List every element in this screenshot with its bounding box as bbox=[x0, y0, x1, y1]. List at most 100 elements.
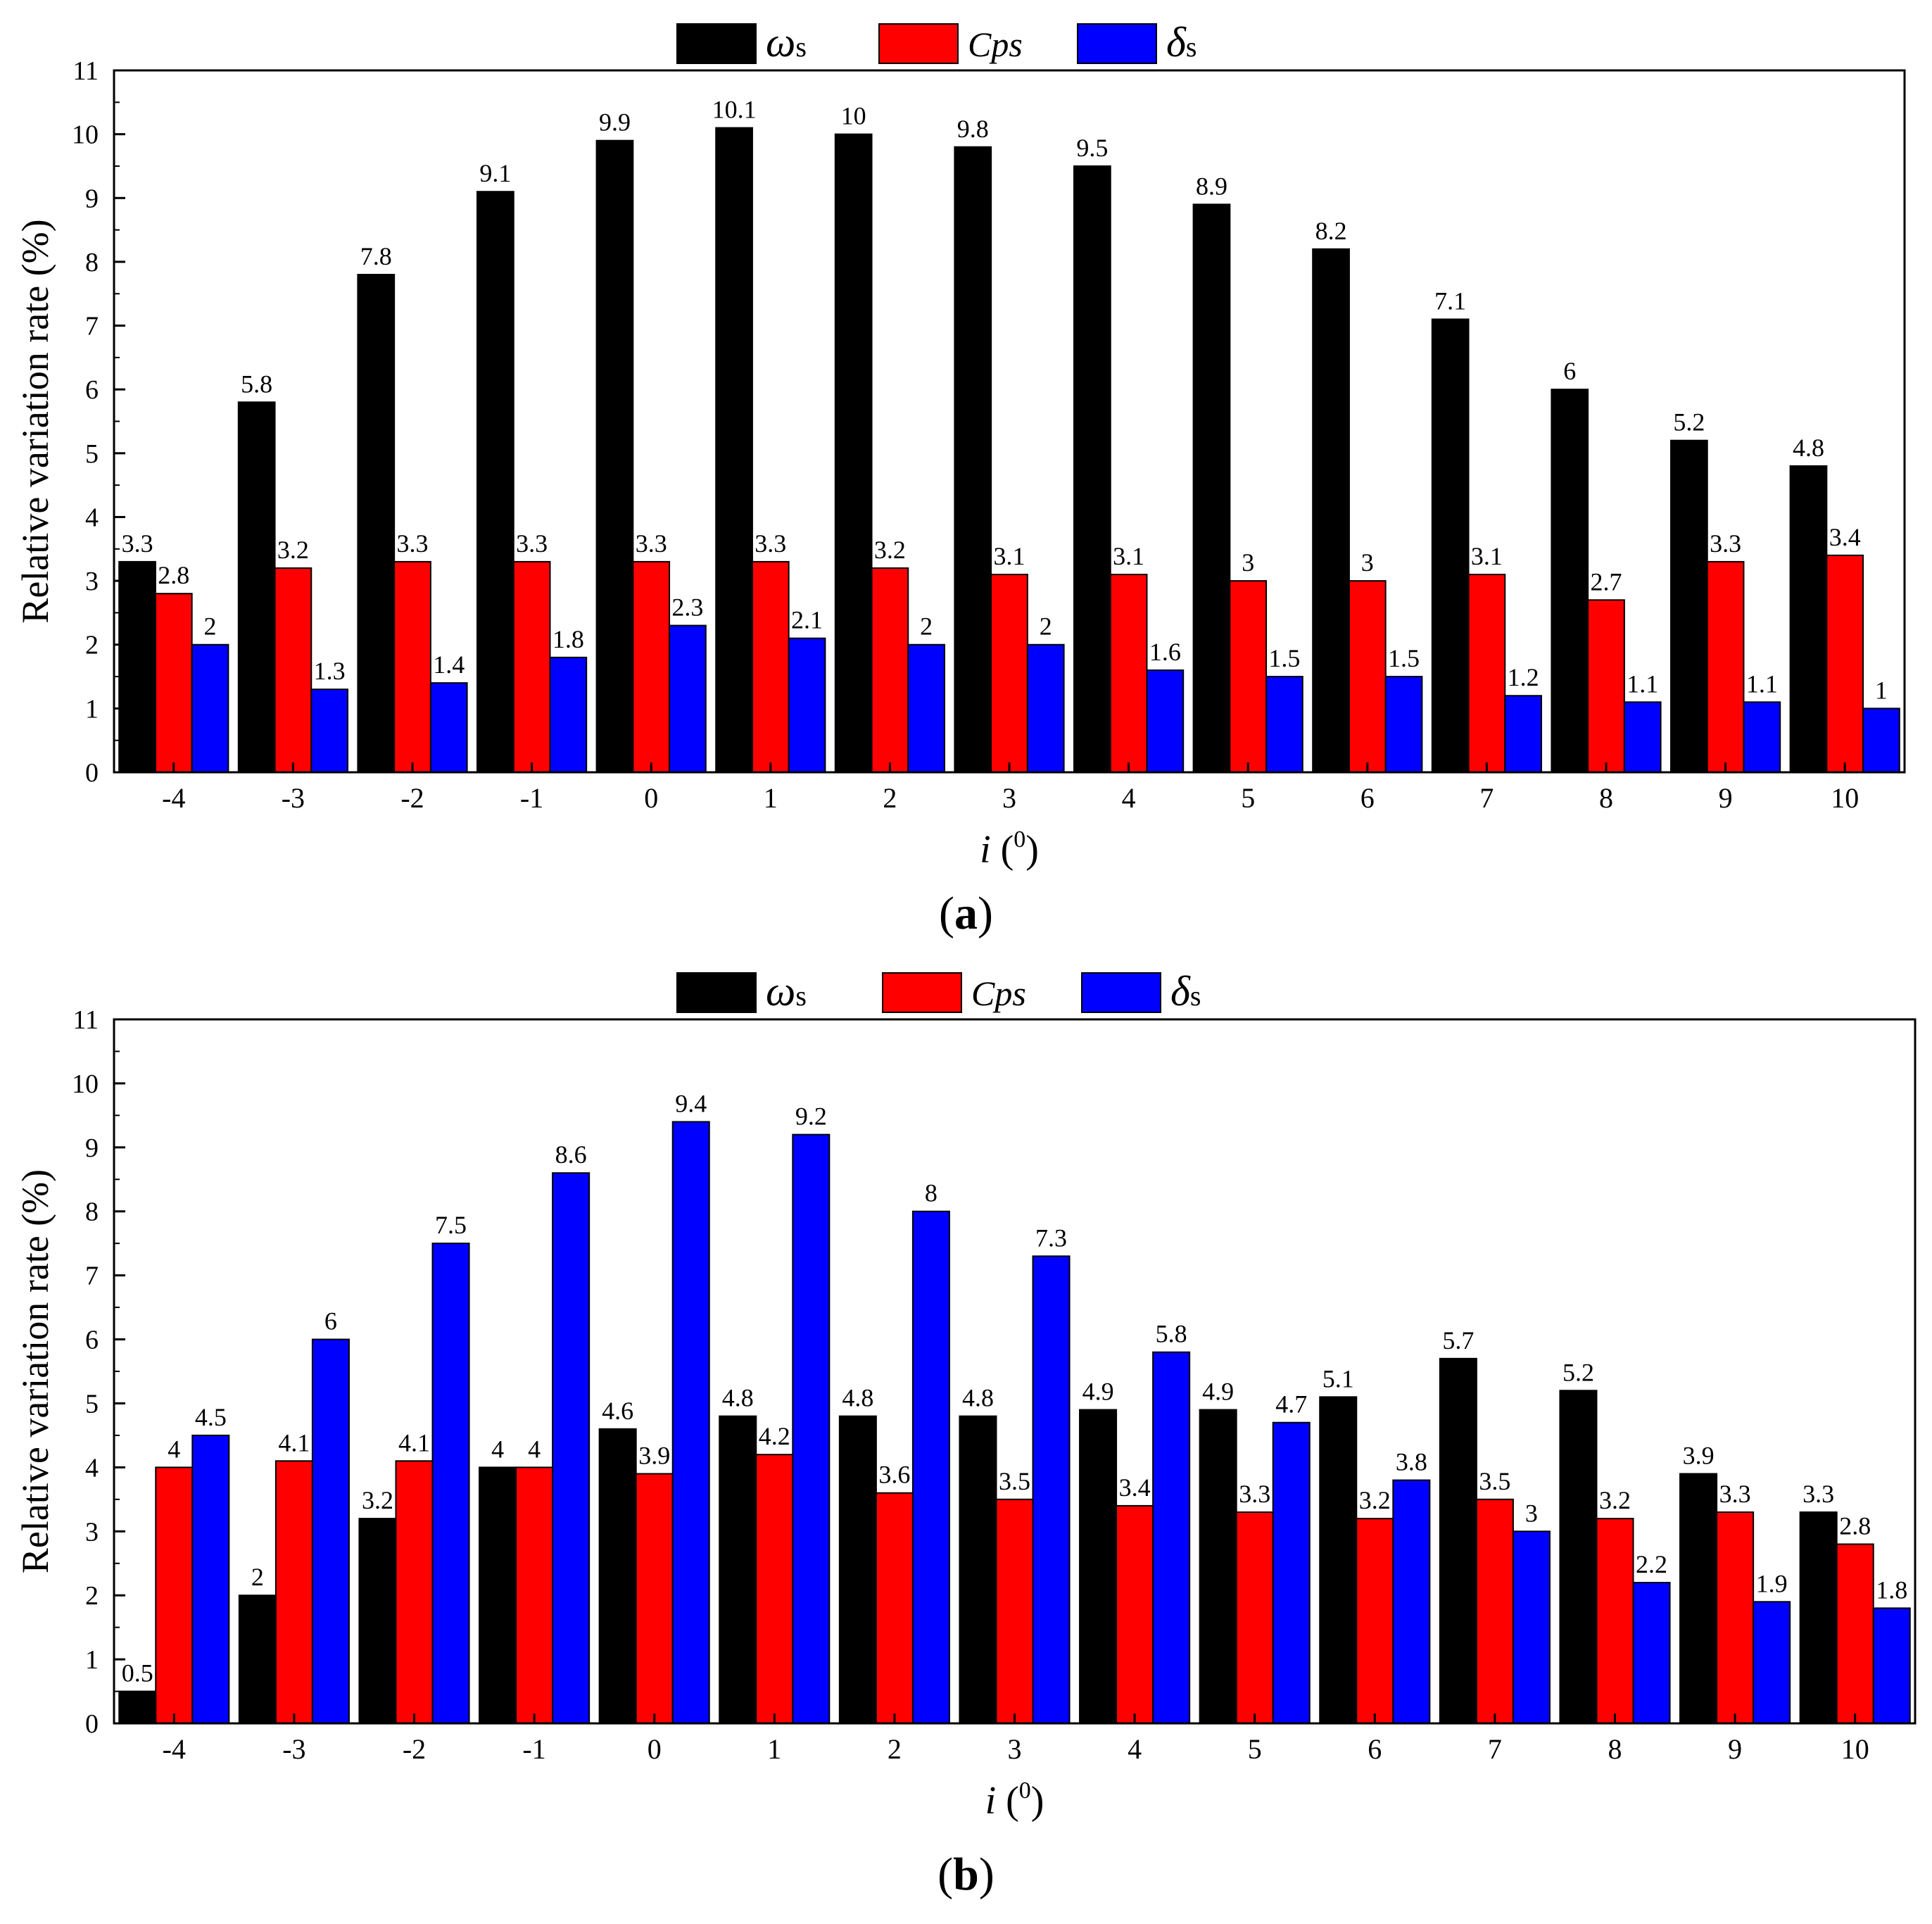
data-label: 3.2 bbox=[874, 536, 906, 564]
data-label: 8 bbox=[925, 1179, 937, 1207]
y-tick-label: 6 bbox=[85, 1326, 99, 1355]
data-label: 1.2 bbox=[1508, 663, 1539, 691]
data-label: 1.1 bbox=[1746, 669, 1778, 698]
x-tick-label: 6 bbox=[1368, 1733, 1382, 1765]
y-tick-label: 1 bbox=[85, 694, 99, 724]
bar-ωs-3 bbox=[959, 1415, 997, 1724]
bar-δs-7 bbox=[1512, 1530, 1551, 1724]
data-label: 6 bbox=[1563, 357, 1576, 385]
data-label: 3.5 bbox=[999, 1467, 1030, 1495]
legend: ωs Cps δs bbox=[676, 968, 1201, 1014]
bar-δs--2 bbox=[431, 1243, 470, 1724]
legend-label-2: δs bbox=[1166, 19, 1197, 65]
bar-δs--1 bbox=[549, 656, 588, 774]
legend-label-2: δs bbox=[1170, 968, 1201, 1014]
x-tick-label: 1 bbox=[764, 782, 778, 814]
bar-ωs-5 bbox=[1199, 1409, 1237, 1725]
legend-swatch-1 bbox=[878, 23, 959, 64]
data-label: 8.6 bbox=[555, 1140, 587, 1169]
data-label: 1.9 bbox=[1756, 1569, 1788, 1597]
legend-label-0: ωs bbox=[766, 968, 807, 1014]
bar-Cps-0 bbox=[635, 1473, 674, 1724]
bar-Cps-1 bbox=[755, 1454, 794, 1724]
data-label: 1 bbox=[1875, 676, 1888, 704]
bar-δs-10 bbox=[1862, 708, 1900, 774]
bar-ωs--2 bbox=[358, 1518, 397, 1724]
data-label: 10 bbox=[841, 102, 866, 130]
x-tick-label: 3 bbox=[1008, 1733, 1022, 1765]
bar-δs-2 bbox=[911, 1210, 950, 1724]
data-label: 7.5 bbox=[435, 1211, 467, 1239]
y-tick-label: 8 bbox=[85, 1197, 99, 1227]
data-label: 9.8 bbox=[957, 115, 989, 143]
legend-label-1: Cps bbox=[971, 974, 1026, 1013]
data-label: 4.1 bbox=[398, 1428, 430, 1457]
bar-ωs-7 bbox=[1439, 1357, 1477, 1724]
bar-Cps--3 bbox=[274, 567, 312, 773]
x-tick-label: 0 bbox=[648, 1733, 662, 1765]
legend: ωs Cps δs bbox=[676, 19, 1197, 65]
bar-δs-4 bbox=[1152, 1351, 1191, 1724]
data-label: 4.8 bbox=[962, 1384, 994, 1412]
bar-Cps--1 bbox=[515, 1466, 554, 1724]
bar-δs-8 bbox=[1623, 701, 1662, 773]
x-tick-label: 9 bbox=[1719, 782, 1733, 814]
x-tick-label: -1 bbox=[520, 782, 543, 814]
bar-ωs-6 bbox=[1319, 1396, 1358, 1724]
bar-δs-8 bbox=[1632, 1582, 1671, 1724]
y-tick-label: 3 bbox=[85, 567, 99, 596]
data-label: 3.6 bbox=[878, 1461, 910, 1489]
bar-ωs-1 bbox=[719, 1415, 757, 1724]
bar-ωs-8 bbox=[1551, 389, 1589, 773]
data-label: 0.5 bbox=[122, 1659, 153, 1687]
data-label: 2.8 bbox=[158, 561, 189, 589]
data-label: 3.3 bbox=[1710, 529, 1741, 558]
data-label: 4.2 bbox=[759, 1422, 790, 1450]
data-label: 3.9 bbox=[1683, 1441, 1715, 1469]
bar-Cps-6 bbox=[1356, 1518, 1394, 1724]
data-label: 9.2 bbox=[795, 1102, 827, 1131]
data-label: 4.6 bbox=[602, 1397, 633, 1425]
data-label: 7.8 bbox=[360, 242, 392, 270]
data-label: 1.1 bbox=[1627, 669, 1658, 698]
bar-δs--4 bbox=[191, 1434, 230, 1725]
legend-swatch-2 bbox=[1077, 23, 1157, 64]
data-label: 3.4 bbox=[1119, 1473, 1151, 1502]
bar-Cps--4 bbox=[155, 1466, 194, 1724]
bar-Cps-3 bbox=[990, 574, 1028, 773]
x-tick-label: 10 bbox=[1831, 782, 1859, 814]
bar-δs-0 bbox=[669, 624, 707, 774]
y-tick-label: 3 bbox=[85, 1517, 99, 1547]
data-label: 5.8 bbox=[241, 370, 272, 398]
y-tick-label: 2 bbox=[85, 1581, 99, 1611]
data-label: 2.7 bbox=[1591, 567, 1622, 596]
data-label: 5.7 bbox=[1442, 1326, 1474, 1354]
bar-δs-6 bbox=[1384, 676, 1423, 774]
bar-ωs-10 bbox=[1799, 1511, 1838, 1724]
data-label: 1.5 bbox=[1268, 644, 1300, 672]
bar-δs-3 bbox=[1026, 643, 1065, 774]
y-tick-label: 4 bbox=[85, 1453, 99, 1483]
data-label: 1.8 bbox=[553, 625, 584, 653]
bar-Cps-2 bbox=[871, 567, 909, 773]
x-axis-title: i (0) bbox=[980, 826, 1039, 872]
data-label: 4.8 bbox=[1793, 434, 1824, 462]
data-label: 2 bbox=[204, 612, 217, 641]
x-tick-label: 9 bbox=[1728, 1733, 1742, 1765]
bar-δs-9 bbox=[1753, 1601, 1791, 1724]
data-label: 3.3 bbox=[122, 529, 153, 558]
bar-δs-7 bbox=[1504, 695, 1542, 774]
data-label: 1.6 bbox=[1149, 638, 1181, 666]
data-label: 9.4 bbox=[675, 1089, 707, 1117]
data-label: 4 bbox=[168, 1435, 180, 1463]
bar-ωs--2 bbox=[357, 274, 396, 773]
data-label: 4 bbox=[528, 1435, 541, 1463]
bar-Cps--2 bbox=[395, 1460, 434, 1724]
caption-a: (a) bbox=[939, 888, 993, 939]
bar-ωs--3 bbox=[237, 401, 276, 773]
x-tick-label: 8 bbox=[1608, 1733, 1622, 1765]
data-label: 9.9 bbox=[599, 108, 631, 137]
bar-ωs-0 bbox=[598, 1428, 637, 1724]
y-tick-label: 7 bbox=[85, 312, 99, 341]
y-tick-label: 7 bbox=[85, 1262, 99, 1291]
